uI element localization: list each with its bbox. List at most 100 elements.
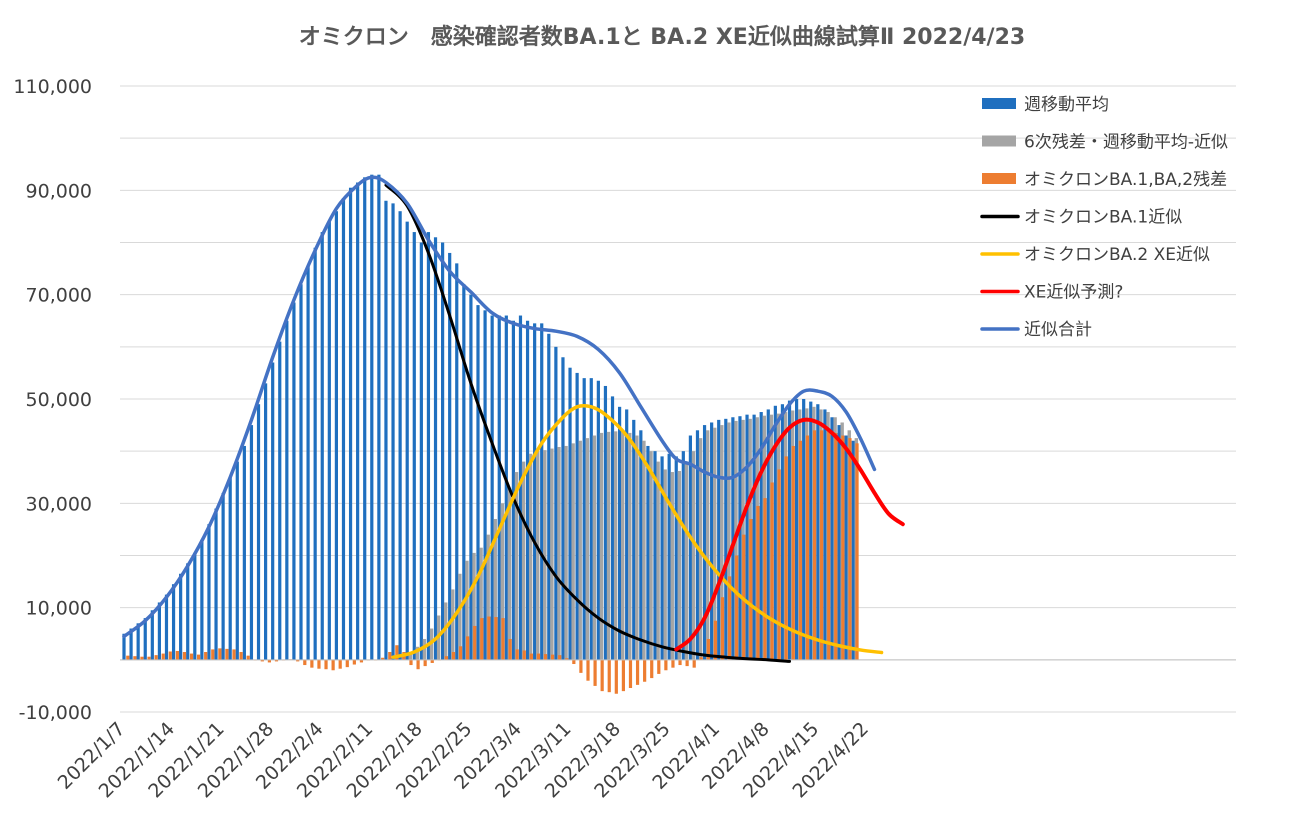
bar — [848, 438, 852, 660]
bar — [256, 404, 261, 660]
bar — [688, 435, 692, 660]
bar — [572, 659, 576, 665]
bar — [377, 174, 381, 660]
legend: 週移動平均 6次残差・週移動平均-近似オミクロンBA.1,BA,2残差オミクロンB… — [980, 95, 1228, 340]
bar — [426, 232, 431, 660]
bar — [674, 456, 678, 660]
bar — [200, 539, 204, 660]
bar — [232, 649, 236, 660]
bar — [558, 655, 562, 660]
bar — [419, 242, 423, 660]
bar — [827, 430, 831, 660]
bar — [540, 323, 544, 660]
chart-title: オミクロン 感染確認者数BA.1と BA.2 XE近似曲線試算Ⅱ 2022/4/… — [299, 24, 1025, 50]
legend-swatch — [982, 98, 1016, 109]
bar — [536, 653, 541, 660]
bar — [472, 552, 476, 660]
bar — [670, 472, 674, 660]
bar — [487, 616, 491, 660]
bar — [578, 440, 582, 660]
bar — [451, 652, 456, 660]
bar — [837, 425, 841, 660]
bar — [650, 659, 654, 679]
bar — [473, 625, 477, 660]
bar — [271, 362, 275, 660]
bar — [133, 656, 137, 660]
bar — [756, 505, 760, 660]
bar — [780, 404, 785, 660]
bar — [522, 650, 526, 660]
bar — [462, 284, 466, 660]
bar — [603, 385, 608, 660]
bar — [575, 372, 579, 660]
bar — [656, 461, 660, 660]
bar — [331, 659, 335, 671]
bar — [508, 638, 512, 660]
bar — [582, 378, 586, 660]
bar — [189, 653, 194, 660]
legend-label: オミクロンBA.1,BA,2残差 — [1024, 170, 1227, 190]
bar — [164, 594, 169, 660]
bar — [175, 650, 179, 660]
bar — [521, 461, 526, 660]
bar — [267, 659, 271, 663]
legend-label: オミクロンBA.1近似 — [1024, 208, 1182, 228]
bar — [296, 659, 300, 662]
bar — [759, 412, 763, 660]
bar — [621, 431, 625, 660]
bar — [731, 417, 735, 660]
bar — [664, 659, 668, 671]
bar — [292, 302, 296, 660]
bar — [384, 200, 388, 660]
bar — [543, 450, 547, 660]
bar — [823, 409, 827, 660]
bar — [320, 232, 324, 660]
bar — [571, 443, 575, 660]
bar — [514, 472, 519, 660]
bar — [618, 406, 622, 660]
bar — [844, 435, 848, 660]
bar — [171, 584, 176, 660]
bar — [334, 211, 338, 660]
bar — [607, 659, 611, 693]
bar — [685, 659, 689, 667]
bar — [812, 430, 817, 660]
bar — [830, 417, 834, 660]
bar — [625, 409, 629, 660]
bar — [855, 443, 859, 660]
legend-label: 6次残差・週移動平均-近似 — [1024, 133, 1228, 153]
bar — [763, 498, 767, 660]
bar — [441, 242, 445, 660]
y-axis: 110,000 90,000 70,000 50,000 30,000 10,000 -10… — [13, 76, 92, 724]
bar — [657, 659, 661, 674]
bar — [770, 482, 774, 660]
bar — [448, 252, 452, 660]
bar — [713, 620, 718, 660]
bar — [667, 453, 671, 660]
bar — [299, 284, 303, 660]
series-line — [384, 183, 792, 663]
bar — [735, 555, 739, 660]
bar — [579, 659, 583, 673]
series-line — [391, 403, 884, 659]
bar — [589, 378, 593, 660]
bar — [415, 646, 420, 660]
bar — [663, 469, 667, 660]
bar — [681, 451, 685, 660]
bar — [586, 659, 590, 681]
bar — [136, 623, 140, 660]
series-ba-residual-orange-bars — [126, 430, 859, 694]
bar — [561, 357, 565, 660]
bar — [469, 294, 473, 660]
bar — [218, 648, 222, 660]
bar — [677, 470, 682, 660]
bar — [529, 653, 533, 660]
series-line — [122, 175, 877, 639]
bar — [547, 333, 551, 660]
bar — [752, 414, 756, 660]
y-tick-label: 10,000 — [26, 598, 92, 620]
series-weekly-average-bars — [122, 174, 855, 660]
bar — [500, 503, 505, 660]
bar — [599, 432, 604, 660]
legend-swatch — [982, 135, 1016, 147]
